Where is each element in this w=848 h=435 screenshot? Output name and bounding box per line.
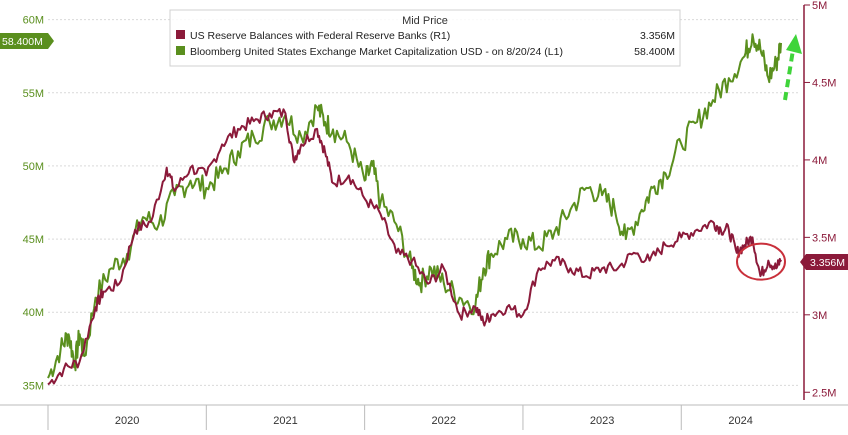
right-tag-shape <box>800 254 848 270</box>
up-arrow-shaft <box>783 49 795 101</box>
legend: Mid Price US Reserve Balances with Feder… <box>169 9 681 67</box>
left-tick-label: 45M <box>23 234 44 246</box>
right-tick-label: 4.5M <box>812 77 836 89</box>
reserves-line <box>47 107 782 386</box>
x-tick-label: 2023 <box>590 415 614 427</box>
right-axis: 2.5M 3M 3.5M 4M 4.5M 5M <box>803 0 836 400</box>
x-tick-label: 2022 <box>432 415 456 427</box>
right-tick-label: 3M <box>812 310 827 322</box>
marketcap-line <box>47 33 782 379</box>
left-last-value-tag: 58.400M <box>0 33 54 49</box>
up-arrow-head <box>786 34 802 54</box>
left-tag-text: 58.400M <box>2 36 43 48</box>
year-separators <box>47 405 682 430</box>
right-tag-text: 3.356M <box>810 257 845 269</box>
x-axis: 2020 2021 2022 2023 2024 <box>0 404 848 427</box>
legend-label-marketcap: Bloomberg United States Exchange Market … <box>190 46 563 58</box>
left-tick-label: 35M <box>23 380 44 392</box>
left-tag-shape <box>0 33 54 49</box>
right-tick-label: 2.5M <box>812 387 836 399</box>
legend-swatch-marketcap <box>176 46 185 55</box>
legend-box <box>169 9 681 67</box>
legend-label-reserves: US Reserve Balances with Federal Reserve… <box>190 30 450 42</box>
left-tick-label: 50M <box>23 161 44 173</box>
right-last-value-tag: 3.356M <box>800 254 848 270</box>
right-tick-label: 5M <box>812 0 827 12</box>
series-layer <box>47 33 782 386</box>
legend-title: Mid Price <box>402 15 448 27</box>
right-tick-label: 3.5M <box>812 232 836 244</box>
x-tick-label: 2021 <box>273 415 297 427</box>
grid <box>48 19 800 386</box>
right-tick-label: 4M <box>812 155 827 167</box>
x-tick-label: 2020 <box>115 415 139 427</box>
annotations-layer <box>736 34 802 281</box>
left-tick-label: 40M <box>23 307 44 319</box>
left-axis: 35M 40M 45M 50M 55M 60M <box>23 15 44 393</box>
left-tick-label: 55M <box>23 88 44 100</box>
highlight-circle <box>736 242 787 281</box>
legend-swatch-reserves <box>176 30 185 39</box>
x-tick-label: 2024 <box>728 415 752 427</box>
legend-last-reserves: 3.356M <box>640 30 675 42</box>
legend-last-marketcap: 58.400M <box>634 46 675 58</box>
left-tick-label: 60M <box>23 15 44 27</box>
